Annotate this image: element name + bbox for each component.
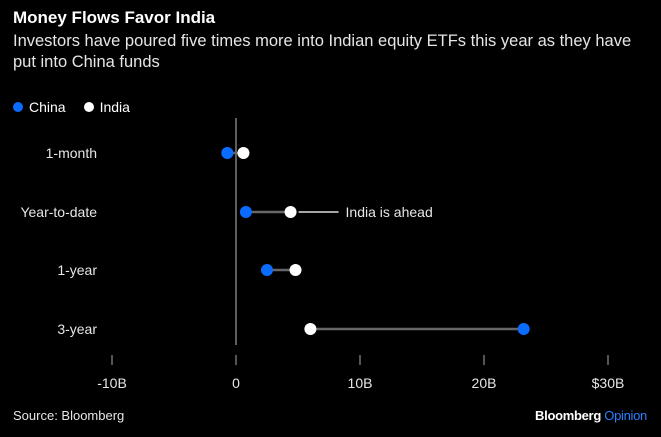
annotation-text: India is ahead <box>346 204 433 220</box>
x-tick-label: 20B <box>472 375 497 391</box>
category-label: Year-to-date <box>20 204 97 220</box>
china-point <box>261 264 273 276</box>
x-tick-label: $30B <box>592 375 625 391</box>
source-note: Source: Bloomberg <box>13 408 125 423</box>
china-point <box>517 323 530 335</box>
x-tick-label: 10B <box>348 375 373 391</box>
legend-china-label: China <box>29 99 66 115</box>
legend-india-swatch <box>83 102 94 112</box>
china-point <box>239 206 252 218</box>
x-tick-label: 0 <box>232 375 240 391</box>
brand-logo: Bloomberg Opinion <box>535 408 647 423</box>
x-tick-label: -10B <box>97 375 127 391</box>
legend: China India <box>13 99 130 115</box>
chart-title: Money Flows Favor India <box>13 8 216 27</box>
india-point <box>289 264 302 276</box>
india-point <box>284 206 297 218</box>
category-label: 1-year <box>57 262 97 278</box>
category-label: 3-year <box>57 321 97 337</box>
india-point <box>237 147 250 159</box>
legend-india-label: India <box>99 99 130 115</box>
chart-subtitle: Investors have poured five times more in… <box>13 32 632 71</box>
category-label: 1-month <box>46 145 97 161</box>
legend-china-swatch <box>13 102 23 112</box>
india-point <box>304 323 317 335</box>
china-point <box>221 147 234 159</box>
